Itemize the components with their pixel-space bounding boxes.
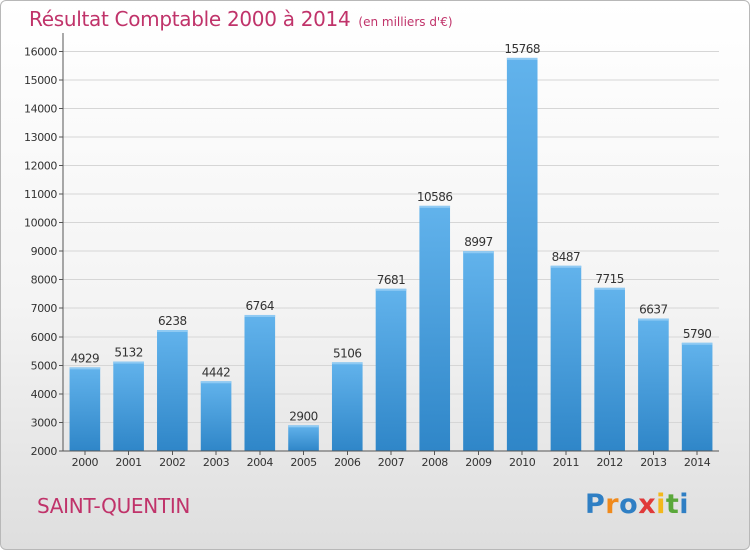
bar-highlight <box>113 361 144 364</box>
bar <box>550 265 582 451</box>
title-row: Résultat Comptable 2000 à 2014 (en millie… <box>29 7 453 31</box>
y-tick-label: 14000 <box>24 102 57 115</box>
y-tick-label: 4000 <box>31 388 58 401</box>
logo-letter: i <box>656 489 666 520</box>
bar <box>331 362 363 451</box>
y-tick-label: 10000 <box>24 217 57 230</box>
y-tick-label: 2000 <box>31 445 58 458</box>
x-tick-label: 2003 <box>203 456 230 469</box>
x-tick-label: 2000 <box>72 456 99 469</box>
data-label: 7681 <box>377 273 406 287</box>
bar <box>288 425 319 451</box>
data-label: 8487 <box>552 250 581 264</box>
y-axis: 2000 3000 4000 5000 6000 7000 8000 9000 10000 110… <box>24 33 64 458</box>
data-label: 6637 <box>639 303 668 317</box>
data-label: 5790 <box>683 327 712 341</box>
bar-highlight <box>331 362 363 365</box>
bar <box>463 251 494 451</box>
x-tick-label: 2013 <box>640 456 667 469</box>
y-tick-label: 12000 <box>24 159 57 172</box>
chart-title: Résultat Comptable 2000 à 2014 <box>29 7 351 31</box>
data-label: 8997 <box>464 235 493 249</box>
bar-highlight <box>638 318 669 321</box>
bar <box>375 288 407 451</box>
city-name: SAINT-QUENTIN <box>37 494 191 518</box>
y-tick-label: 8000 <box>31 274 58 287</box>
bar <box>638 318 669 451</box>
bar-highlight <box>550 265 582 268</box>
data-labels: 4929 5132 6238 4442 6764 2900 5106 7681 10586 899… <box>71 42 712 423</box>
bar <box>681 342 713 451</box>
data-label: 2900 <box>289 409 318 423</box>
bar-highlight <box>681 342 713 345</box>
bar <box>200 381 232 451</box>
x-tick-label: 2011 <box>553 456 579 469</box>
y-tick-label: 9000 <box>31 245 58 258</box>
x-tick-label: 2012 <box>596 456 622 469</box>
x-tick-label: 2014 <box>684 456 711 469</box>
y-tick-label: 11000 <box>24 188 57 201</box>
bar-highlight <box>463 251 494 254</box>
chart-subtitle: (en milliers d'€) <box>358 15 453 29</box>
x-tick-label: 2006 <box>334 456 361 469</box>
logo-letter: o <box>619 489 639 520</box>
y-tick-label: 7000 <box>31 302 58 315</box>
data-label: 4929 <box>71 351 100 365</box>
bar-highlight <box>506 57 538 60</box>
logo-letter: i <box>679 489 690 520</box>
bar-highlight <box>157 329 188 332</box>
y-tick-label: 13000 <box>24 131 57 144</box>
data-label: 5132 <box>114 346 143 360</box>
bar <box>419 205 451 451</box>
bars <box>69 57 713 451</box>
data-label: 6238 <box>158 314 187 328</box>
x-tick-label: 2004 <box>247 456 274 469</box>
bar-highlight <box>288 425 319 428</box>
x-axis: 2000 2001 2002 2003 2004 2005 2006 2007 2008 2009… <box>63 450 719 469</box>
logo-letter: P <box>585 489 606 520</box>
data-label: 5106 <box>333 346 362 360</box>
y-tick-label: 5000 <box>31 359 58 372</box>
bar <box>157 329 188 451</box>
bar <box>113 361 144 451</box>
logo-letter: t <box>665 489 680 520</box>
x-tick-label: 2007 <box>378 456 405 469</box>
data-label: 6764 <box>246 299 275 313</box>
x-tick-label: 2008 <box>422 456 449 469</box>
bar-highlight <box>375 288 407 291</box>
logo-letter: r <box>605 489 620 520</box>
data-label: 15768 <box>504 42 540 56</box>
bar <box>506 57 538 451</box>
bar-highlight <box>200 381 232 384</box>
logo-letter: x <box>638 489 657 520</box>
y-tick-label: 6000 <box>31 331 58 344</box>
bar <box>594 287 625 451</box>
x-tick-label: 2002 <box>159 456 185 469</box>
y-tick-label: 3000 <box>31 416 58 429</box>
x-tick-label: 2001 <box>115 456 141 469</box>
y-tick-label: 15000 <box>24 74 57 87</box>
bar <box>244 314 276 451</box>
bar-highlight <box>69 367 101 370</box>
data-label: 10586 <box>417 190 453 204</box>
proxiti-logo[interactable]: Proxiti <box>585 489 689 520</box>
x-tick-label: 2005 <box>290 456 317 469</box>
x-tick-label: 2009 <box>465 456 492 469</box>
bar-highlight <box>594 287 625 290</box>
data-label: 4442 <box>202 365 231 379</box>
bar <box>69 367 101 451</box>
bar-highlight <box>244 314 276 317</box>
x-tick-label: 2010 <box>509 456 536 469</box>
bar-highlight <box>419 205 451 208</box>
y-tick-label: 16000 <box>24 45 57 58</box>
data-label: 7715 <box>595 272 624 286</box>
